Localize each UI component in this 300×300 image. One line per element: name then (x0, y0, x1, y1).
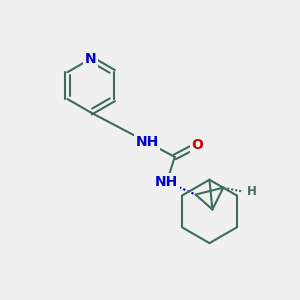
Text: N: N (85, 52, 96, 66)
Text: NH: NH (155, 175, 178, 189)
Text: O: O (192, 138, 203, 152)
Text: NH: NH (135, 135, 159, 149)
Text: H: H (247, 185, 257, 198)
